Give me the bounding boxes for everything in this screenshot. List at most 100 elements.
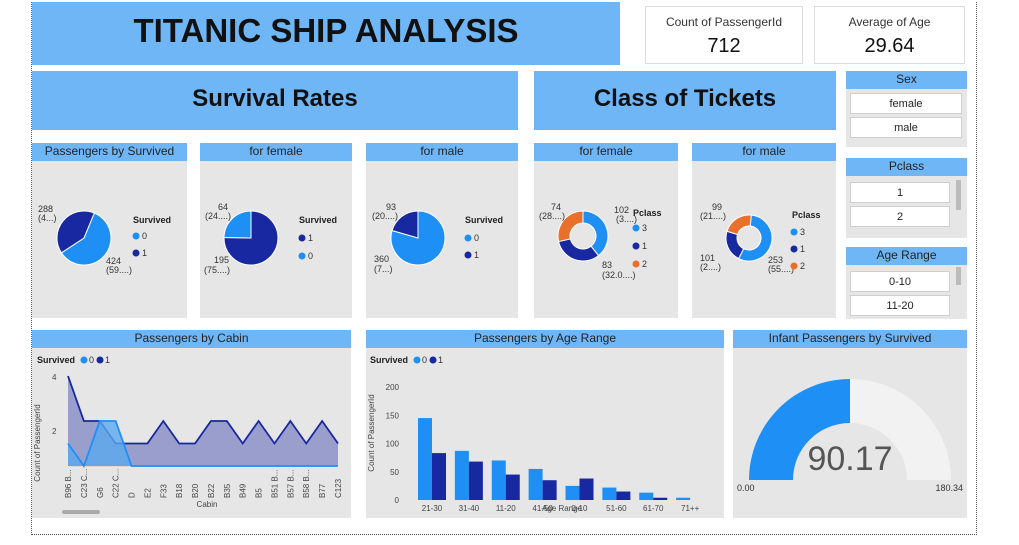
bar-71++-series-0 — [676, 497, 691, 500]
data-label: (20....) — [372, 211, 398, 221]
passengers-by-age-range-chart[interactable]: Passengers by Age Range Survived 0 1 Cou… — [366, 330, 724, 518]
legend-label: 1 — [474, 250, 479, 260]
pie-slice-1 — [725, 230, 745, 260]
horizontal-scrollbar[interactable] — [62, 510, 100, 514]
x-tick-label: B22 — [207, 483, 216, 498]
y-tick: 2 — [52, 427, 57, 436]
legend-title: Pclass — [792, 210, 821, 220]
x-tick-label: E2 — [143, 488, 152, 498]
gauge-value: 90.17 — [807, 440, 892, 478]
slicer-item-pclass-2[interactable]: 2 — [850, 206, 950, 227]
data-label: (55....) — [768, 264, 794, 274]
data-label: (59....) — [106, 265, 132, 275]
legend-title: Survived — [465, 215, 503, 225]
slicer-item-female[interactable]: female — [850, 93, 962, 114]
slicer-item-age-11-20[interactable]: 11-20 — [850, 295, 950, 316]
chart-title: Passengers by Age Range — [366, 330, 724, 348]
kpi-value: 712 — [707, 35, 741, 57]
chart-title: for male — [692, 143, 836, 161]
passengers-by-survived-chart[interactable]: Passengers by Survived 288 (4...) 424 (5… — [32, 143, 187, 318]
legend-marker — [429, 356, 437, 364]
line-series-0 — [67, 420, 338, 468]
section-title: Survival Rates — [192, 85, 358, 112]
y-tick: 150 — [386, 411, 400, 420]
pie-slice-2 — [557, 210, 584, 243]
x-tick-label: B51 B... — [270, 470, 279, 498]
x-tick-label: C22 C... — [112, 469, 121, 498]
legend-label: 1 — [438, 355, 443, 365]
pclass-slicer[interactable]: Pclass 1 2 — [846, 158, 967, 238]
pie-slice-1 — [391, 210, 419, 239]
bar-21-30-series-1 — [432, 453, 446, 500]
bar-61-70-series-1 — [653, 497, 668, 500]
x-tick-label: 21-30 — [422, 504, 443, 513]
data-label: 93 — [386, 202, 396, 212]
legend-marker — [632, 242, 640, 250]
data-label: (7...) — [374, 264, 393, 274]
legend-marker — [790, 245, 798, 253]
slicer-title: Pclass — [846, 158, 967, 176]
data-label: 195 — [214, 255, 229, 265]
male-class-chart[interactable]: for male 99 (21....) 101 (2....) 253 (55… — [692, 143, 836, 318]
x-tick-label: 0-10 — [571, 504, 588, 513]
infant-passengers-gauge[interactable]: Infant Passengers by Survived 90.17 0.00… — [733, 330, 967, 518]
legend-label: 1 — [642, 241, 647, 251]
y-tick: 200 — [386, 383, 400, 392]
legend-marker — [464, 234, 472, 242]
slicer-item-male[interactable]: male — [850, 117, 962, 138]
x-tick-label: B57 B... — [286, 470, 295, 498]
gauge-min: 0.00 — [737, 483, 755, 493]
bar-0-10-series-0 — [565, 485, 580, 500]
legend-label: 0 — [422, 355, 427, 365]
male-survival-chart[interactable]: for male 93 (20....) 360 (7...) Survived… — [366, 143, 518, 318]
x-tick-label: 51-60 — [606, 504, 627, 513]
slicer-item-age-0-10[interactable]: 0-10 — [850, 271, 950, 292]
y-tick: 100 — [386, 440, 400, 449]
chart-title: for male — [366, 143, 518, 161]
x-tick-label: B58 B... — [302, 470, 311, 498]
female-survival-chart[interactable]: for female 64 (24....) 195 (75....) Surv… — [200, 143, 352, 318]
pie-svg: 288 (4...) 424 (59....) Survived 0 1 — [38, 204, 171, 275]
pie-slice-1 — [56, 210, 95, 254]
female-class-chart[interactable]: for female 74 (28....) 102 (3....) 83 (3… — [534, 143, 678, 318]
legend-title: Survived — [37, 355, 75, 365]
x-tick-label: G6 — [96, 487, 105, 498]
legend-label: 0 — [308, 251, 313, 261]
legend-marker — [413, 356, 421, 364]
x-tick-label: B18 — [175, 483, 184, 498]
kpi-card-passenger-count[interactable]: Count of PassengerId 712 — [645, 6, 803, 64]
y-tick: 0 — [395, 496, 400, 505]
legend-marker — [298, 234, 306, 242]
age-range-slicer[interactable]: Age Range 0-10 11-20 — [846, 247, 967, 319]
slicer-scrollbar[interactable] — [956, 180, 961, 210]
data-label: 102 — [614, 205, 629, 215]
bar-chart-svg: Survived 0 1 Count of PassengerId 200 150… — [367, 355, 700, 513]
bar-11-20-series-0 — [491, 460, 506, 500]
chart-title: for female — [534, 143, 678, 161]
sex-slicer[interactable]: Sex female male — [846, 71, 967, 147]
slicer-item-pclass-1[interactable]: 1 — [850, 182, 950, 203]
data-label: (24....) — [205, 211, 231, 221]
bar-61-70-series-0 — [639, 492, 654, 500]
slicer-scrollbar[interactable] — [956, 267, 961, 285]
data-label: (21....) — [700, 211, 726, 221]
legend-label: 1 — [105, 355, 110, 365]
bar-41-50-series-0 — [528, 468, 543, 500]
legend-label: 0 — [474, 233, 479, 243]
data-label: 99 — [712, 202, 722, 212]
kpi-label: Count of PassengerId — [665, 15, 783, 29]
bar-21-30-series-0 — [418, 418, 432, 500]
legend-title: Survived — [370, 355, 408, 365]
kpi-card-average-age[interactable]: Average of Age 29.64 — [814, 6, 965, 64]
gauge-svg: 90.17 0.00 180.34 — [737, 379, 963, 493]
legend-label: 1 — [800, 244, 805, 254]
y-axis-label: Count of PassengerId — [33, 404, 42, 481]
legend-marker — [298, 252, 306, 260]
data-label: 288 — [38, 204, 53, 214]
pie-slice-2 — [726, 214, 752, 236]
data-label: (28....) — [539, 211, 565, 221]
legend-marker — [96, 356, 104, 364]
data-label: 74 — [551, 202, 561, 212]
passengers-by-cabin-chart[interactable]: Passengers by Cabin Survived 0 1 Count o… — [32, 330, 351, 518]
y-tick: 4 — [52, 373, 57, 382]
